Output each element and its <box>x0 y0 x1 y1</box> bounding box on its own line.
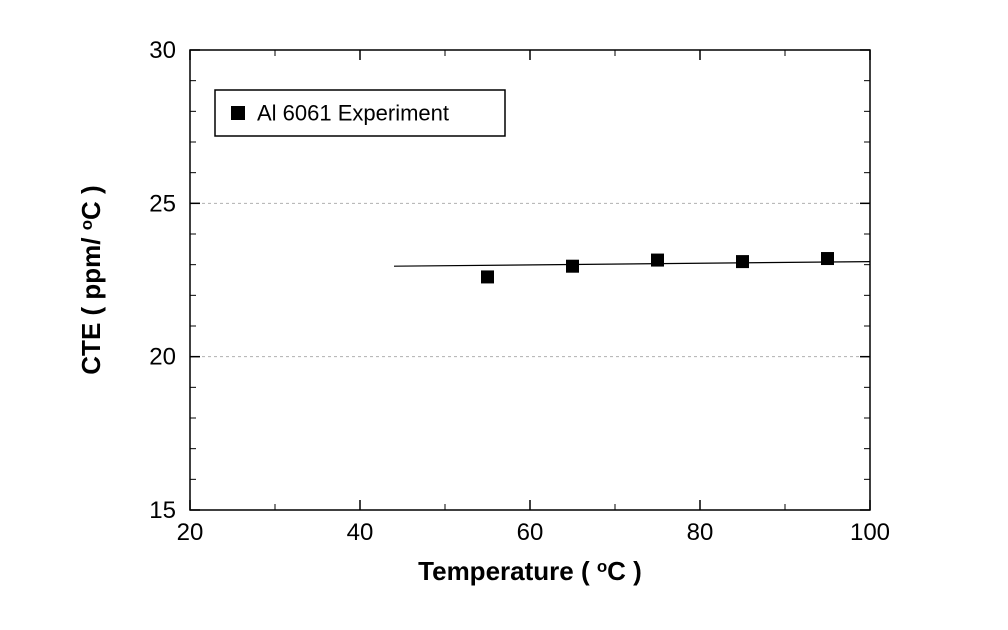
x-axis-label: Temperature ( oC ) <box>418 556 642 586</box>
cte-scatter-chart: 2040608010015202530Temperature ( oC )CTE… <box>0 0 1008 630</box>
y-tick-label: 15 <box>149 497 176 524</box>
y-tick-label: 20 <box>149 344 176 371</box>
data-point <box>651 254 664 267</box>
x-tick-label: 60 <box>517 519 544 546</box>
y-axis-label: CTE ( ppm/ oC ) <box>76 185 106 374</box>
chart-container: 2040608010015202530Temperature ( oC )CTE… <box>0 0 1008 630</box>
data-point <box>736 255 749 268</box>
y-tick-label: 25 <box>149 190 176 217</box>
data-point <box>821 252 834 265</box>
data-point <box>566 260 579 273</box>
x-tick-label: 20 <box>177 519 204 546</box>
legend-marker-icon <box>231 106 245 120</box>
legend-label: Al 6061 Experiment <box>257 101 449 126</box>
x-tick-label: 80 <box>687 519 714 546</box>
y-tick-label: 30 <box>149 37 176 64</box>
data-point <box>481 270 494 283</box>
x-tick-label: 40 <box>347 519 374 546</box>
x-tick-label: 100 <box>850 519 890 546</box>
